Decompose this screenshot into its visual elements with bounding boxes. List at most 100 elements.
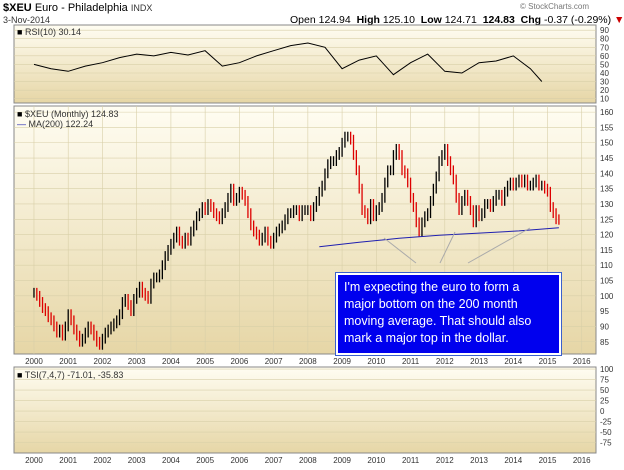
x-tick-label: 2010 xyxy=(367,357,385,366)
rsi-tick-label: 80 xyxy=(600,35,609,44)
ma-200-line xyxy=(319,227,559,248)
x-tick-label: 2013 xyxy=(470,357,488,366)
callout-pointers xyxy=(383,227,531,264)
high-value: 125.10 xyxy=(382,14,415,26)
x-tick-label: 2005 xyxy=(196,456,214,465)
tsi-tick-label: -25 xyxy=(600,418,612,427)
tsi-panel-bg xyxy=(13,366,597,454)
callout-line: mark a major top in the dollar. xyxy=(344,331,509,345)
chg-label: Chg xyxy=(520,14,542,26)
x-tick-label: 2007 xyxy=(265,357,283,366)
rsi-legend-icon: ■ xyxy=(17,27,23,37)
chg-value: -0.37 (-0.29%) xyxy=(544,14,612,26)
x-tick-label: 2000 xyxy=(25,456,43,465)
tsi-tick-label: 25 xyxy=(600,397,609,406)
rsi-panel-bg xyxy=(13,24,597,104)
price-tick-label: 155 xyxy=(600,123,614,132)
tsi-tick-label: -50 xyxy=(600,428,612,437)
x-tick-label: 2007 xyxy=(265,456,283,465)
price-tick-label: 95 xyxy=(600,307,609,316)
x-tick-label: 2016 xyxy=(573,456,591,465)
chart-date: 3-Nov-2014 xyxy=(3,15,51,25)
rsi-tick-label: 40 xyxy=(600,69,609,78)
rsi-legend: ■ RSI(10) 30.14 xyxy=(17,27,81,37)
rsi-tick-label: 30 xyxy=(600,78,609,87)
price-tick-label: 120 xyxy=(600,231,614,240)
x-tick-label: 2001 xyxy=(59,456,77,465)
price-tick-label: 130 xyxy=(600,200,614,209)
x-tick-label: 2002 xyxy=(94,456,112,465)
low-label: Low xyxy=(420,14,442,26)
x-tick-label: 2015 xyxy=(539,357,557,366)
x-tick-label: 2009 xyxy=(333,456,351,465)
chart-title: $XEU Euro - Philadelphia INDX xyxy=(3,2,152,14)
price-tick-label: 115 xyxy=(600,246,613,255)
x-tick-label: 2011 xyxy=(402,357,420,366)
price-tick-label: 140 xyxy=(600,169,614,178)
x-tick-label: 2000 xyxy=(25,357,43,366)
callout-line: moving average. That should also xyxy=(344,314,532,328)
rsi-line xyxy=(33,42,543,82)
x-tick-label: 2008 xyxy=(299,456,317,465)
price-legend-icon: ■ xyxy=(17,109,23,119)
annotation-callout: I'm expecting the euro to form a major b… xyxy=(336,273,561,355)
low-value: 124.71 xyxy=(444,14,477,26)
price-tick-label: 145 xyxy=(600,154,614,163)
price-tick-label: 85 xyxy=(600,338,609,347)
x-tick-label: 2003 xyxy=(128,357,146,366)
x-tick-label: 2016 xyxy=(573,357,591,366)
x-tick-label: 2015 xyxy=(539,456,557,465)
chg-down-icon: ▼ xyxy=(614,14,624,26)
tsi-tick-label: 100 xyxy=(600,365,614,374)
price-legend-last: 124.83 xyxy=(91,109,119,119)
watermark: © StockCharts.com xyxy=(520,2,590,11)
x-tick-label: 2010 xyxy=(367,456,385,465)
x-tick-label: 2012 xyxy=(436,456,454,465)
tsi-tick-label: 75 xyxy=(600,376,609,385)
price-legend-name: $XEU (Monthly) xyxy=(24,109,89,119)
tsi-legend: ■ TSI(7,4,7) -71.01, -35.83 xyxy=(17,370,123,380)
tsi-tick-label: 50 xyxy=(600,386,609,395)
x-tick-label: 2009 xyxy=(333,357,351,366)
x-tick-label: 2001 xyxy=(59,357,77,366)
rsi-tick-label: 90 xyxy=(600,26,609,35)
x-tick-label: 2008 xyxy=(299,357,317,366)
price-tick-label: 90 xyxy=(600,322,609,331)
x-tick-label: 2005 xyxy=(196,357,214,366)
ma-legend-last: 122.24 xyxy=(65,119,94,129)
x-tick-label: 2014 xyxy=(504,456,522,465)
quote-bar: Open 124.94 High 125.10 Low 124.71 124.8… xyxy=(290,14,624,26)
ma-legend-icon: — xyxy=(17,119,26,129)
price-legend: ■ $XEU (Monthly) 124.83 xyxy=(17,109,119,119)
ma-legend: — MA(200) 122.24 xyxy=(17,119,93,129)
tsi-tick-label: 0 xyxy=(600,407,605,416)
rsi-tick-label: 70 xyxy=(600,43,609,52)
price-tick-label: 125 xyxy=(600,215,614,224)
x-tick-label: 2003 xyxy=(128,456,146,465)
x-tick-label: 2004 xyxy=(162,456,180,465)
price-bars xyxy=(33,131,560,350)
close-value: 124.83 xyxy=(482,14,515,26)
open-label: Open xyxy=(290,14,316,26)
tsi-tick-label: -75 xyxy=(600,439,612,448)
ma-legend-name: MA(200) xyxy=(28,119,64,129)
rsi-tick-label: 50 xyxy=(600,60,609,69)
x-tick-label: 2002 xyxy=(94,357,112,366)
tsi-legend-text: TSI(7,4,7) -71.01, -35.83 xyxy=(24,370,124,380)
rsi-tick-label: 10 xyxy=(600,95,609,104)
high-label: High xyxy=(356,14,380,26)
open-value: 124.94 xyxy=(318,14,351,26)
x-tick-label: 2004 xyxy=(162,357,180,366)
callout-line: I'm expecting the euro to form a xyxy=(344,280,520,294)
exchange: INDX xyxy=(130,3,153,13)
rsi-tick-label: 20 xyxy=(600,86,609,95)
price-tick-label: 100 xyxy=(600,292,614,301)
price-tick-label: 160 xyxy=(600,108,614,117)
price-tick-label: 150 xyxy=(600,139,614,148)
price-tick-label: 110 xyxy=(600,261,613,270)
rsi-legend-text: RSI(10) 30.14 xyxy=(24,27,81,37)
callout-line: major bottom on the 200 month xyxy=(344,297,518,311)
